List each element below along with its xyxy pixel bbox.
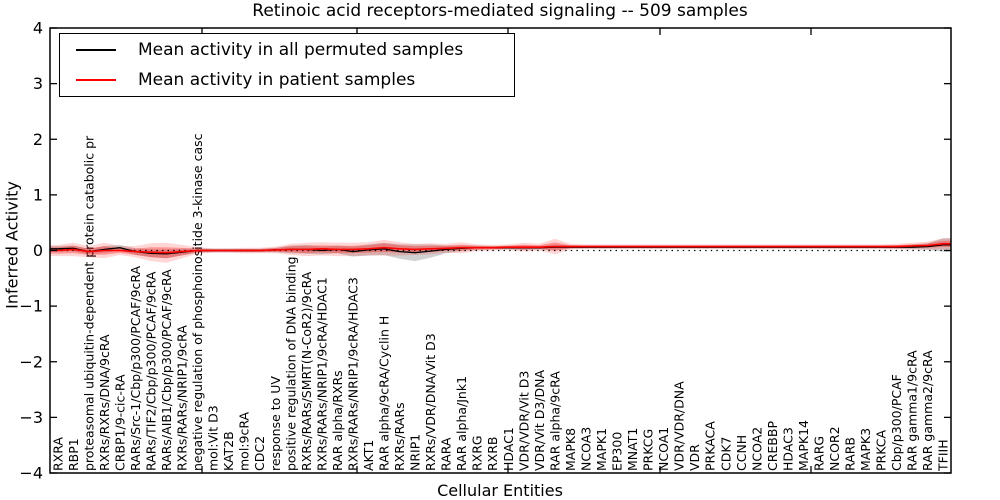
entity-tick-label: PRKACA — [703, 421, 718, 471]
entity-tick-label: NCOA3 — [578, 427, 593, 471]
patient-std-band — [50, 238, 951, 263]
entity-tick-label: CDC2 — [252, 436, 267, 471]
legend-entry-patient: Mean activity in patient samples — [60, 65, 514, 95]
entity-tick-label: RBP1 — [66, 438, 81, 471]
entity-tick-label: RARG — [811, 436, 826, 471]
y-axis-label: Inferred Activity — [2, 181, 22, 309]
entity-tick-label: mol:9cRA — [237, 411, 252, 471]
entity-tick-label: NCOA1 — [656, 427, 671, 471]
entity-tick-label: negative regulation of phosphoinositide … — [190, 133, 205, 471]
entity-tick-label: CREBBP — [765, 421, 780, 471]
entity-tick-label: RARA — [439, 437, 454, 471]
entity-tick-label: RXRs/RARs/NRIP1/9cRA/HDAC1 — [314, 277, 329, 471]
y-tick-label: −3 — [19, 408, 43, 427]
entity-tick-label: TFIIH — [936, 439, 951, 472]
patient-mean-line — [50, 243, 951, 254]
legend: Mean activity in all permuted samples Me… — [59, 33, 515, 97]
entity-tick-label: RARs/Src-1/Cbp/p300/PCAF/9cRA — [128, 265, 143, 471]
entity-tick-label: RARs/TIF2/Cbp/p300/PCAF/9cRA — [143, 271, 158, 471]
entity-tick-label: RXRs/RARs/SMRT(N-CoR2)/9cRA — [299, 271, 314, 471]
entity-tick-label: NRIP1 — [408, 434, 423, 471]
entity-tick-label: NCOR2 — [827, 426, 842, 471]
patient-inner-band — [50, 240, 951, 259]
entity-tick-label: KAT2B — [221, 431, 236, 471]
entity-tick-label: RXRB — [485, 436, 500, 471]
entity-tick-label: CCNH — [734, 435, 749, 471]
entity-tick-label: RXRs/RARs — [392, 402, 407, 471]
patient-line-swatch — [76, 79, 116, 81]
entity-tick-label: RAR gamma1/9cRA — [905, 350, 920, 471]
entity-tick-label: RAR alpha/RXRs — [330, 370, 345, 471]
entity-tick-label: RXRs/RARs/NRIP1/9cRA/HDAC3 — [345, 277, 360, 471]
y-tick-label: 0 — [33, 241, 43, 260]
entity-tick-label: PRKCG — [641, 429, 656, 471]
legend-entry-label: Mean activity in all permuted samples — [138, 40, 464, 60]
entity-tick-label: CDK7 — [718, 436, 733, 471]
entity-tick-label: RAR alpha/9cRA — [547, 371, 562, 471]
chart-title: Retinoic acid receptors-mediated signali… — [252, 1, 748, 21]
y-tick-label: 1 — [33, 185, 43, 204]
entity-tick-label: AKT1 — [361, 440, 376, 471]
entity-tick-label: proteasomal ubiquitin-dependent protein … — [81, 135, 96, 471]
entity-tick-label: CRBP1/9-cic-RA — [112, 374, 127, 471]
entity-tick-label: VDR/VDR/Vit D3 — [516, 371, 531, 471]
entity-tick-label: RAR alpha/9cRA/Cyclin H — [376, 316, 391, 471]
entity-tick-label: VDR — [687, 444, 702, 471]
entity-tick-label: MAPK14 — [796, 420, 811, 471]
y-tick-label: 2 — [33, 130, 43, 149]
entity-tick-label: MNAT1 — [625, 428, 640, 471]
legend-entry-label: Mean activity in patient samples — [138, 70, 416, 90]
y-tick-label: 4 — [33, 19, 43, 38]
entity-tick-label: RXRs/RXRs/DNA/9cRA — [97, 334, 112, 471]
legend-entry-permuted: Mean activity in all permuted samples — [60, 35, 514, 65]
entity-tick-label: HDAC1 — [501, 427, 516, 471]
entity-tick-label: PRKCA — [874, 430, 889, 471]
entity-tick-label: NCOA2 — [749, 427, 764, 471]
entity-tick-label: RAR alpha/Jnk1 — [454, 376, 469, 471]
entity-tick-label: RAR gamma2/9cRA — [920, 350, 935, 471]
entity-tick-label: RXRs/VDR/DNA/Vit D3 — [423, 333, 438, 471]
y-tick-label: −2 — [19, 352, 43, 371]
entity-tick-label: RXRA — [50, 437, 65, 471]
entity-tick-label: VDR/Vit D3/DNA — [532, 370, 547, 471]
entity-tick-label: HDAC3 — [780, 427, 795, 471]
entity-tick-label: mol:Vit D3 — [206, 405, 221, 471]
entity-tick-label: VDR/VDR/DNA — [672, 381, 687, 471]
y-tick-label: −4 — [19, 464, 43, 483]
entity-tick-label: response to UV — [268, 376, 283, 471]
permuted-line-swatch — [76, 49, 116, 51]
entity-tick-label: MAPK3 — [858, 428, 873, 471]
y-tick-label: −1 — [19, 297, 43, 316]
entity-tick-label: Cbp/p300/PCAF — [889, 374, 904, 471]
entity-tick-label: MAPK8 — [563, 428, 578, 471]
entity-tick-label: EP300 — [610, 432, 625, 471]
entity-tick-label: RXRG — [470, 435, 485, 471]
entity-tick-label: RARB — [843, 437, 858, 471]
entity-tick-label: MAPK1 — [594, 428, 609, 471]
entity-tick-label: positive regulation of DNA binding — [283, 256, 298, 471]
entity-tick-label: RARs/AIB1/Cbp/p300/PCAF/9cRA — [159, 269, 174, 471]
entity-tick-label: RXRs/RARs/NRIP1/9cRA — [175, 325, 190, 471]
y-tick-label: 3 — [33, 74, 43, 93]
x-axis-label: Cellular Entities — [437, 481, 563, 500]
